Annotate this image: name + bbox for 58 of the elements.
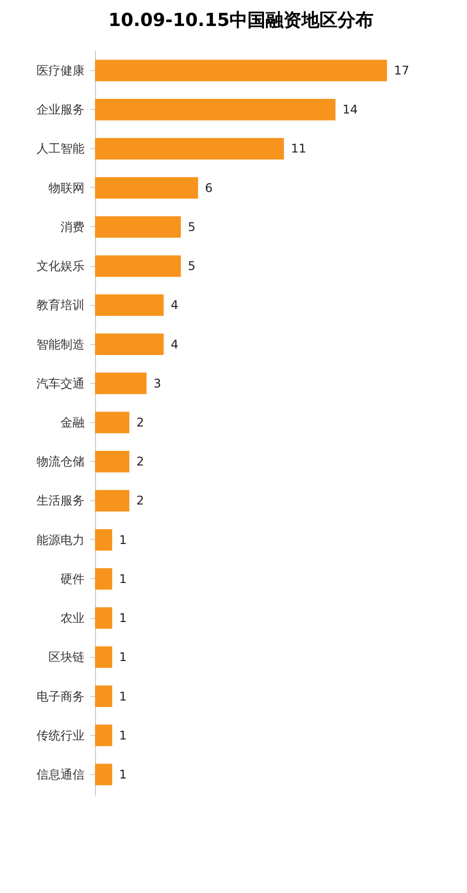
data-label: 14 [342,102,358,117]
y-tick-label: 物联网 [48,180,84,195]
bar [95,216,181,238]
chart-title: 10.09-10.15中国融资地区分布 [108,10,374,31]
y-tick-label: 电子商务 [36,689,84,704]
y-tick-label: 金融 [60,416,84,430]
bar [95,98,336,120]
data-label: 11 [290,142,306,156]
bar [95,372,147,394]
bar [95,764,112,786]
bar [95,138,284,160]
y-tick-label: 文化娱乐 [36,259,84,274]
data-label: 1 [119,650,127,664]
bar [95,412,130,434]
data-label: 5 [188,259,196,274]
data-label: 1 [119,532,127,547]
data-label: 5 [188,220,196,234]
data-label: 1 [119,572,127,586]
bar [95,490,130,512]
y-tick-label: 区块链 [48,650,84,664]
bar [95,255,181,277]
y-tick-label: 智能制造 [36,337,84,352]
data-label: 1 [119,611,127,626]
data-label: 6 [205,180,213,195]
data-label: 2 [136,416,144,430]
data-label: 1 [119,728,127,742]
y-tick-label: 物流仓储 [36,454,84,469]
data-label: 1 [119,767,127,782]
bar [95,686,112,708]
y-tick-label: 信息通信 [36,767,84,782]
bar [95,334,164,356]
data-label: 1 [119,689,127,704]
y-tick-label: 传统行业 [36,728,84,742]
bar [95,529,112,551]
y-tick-label: 硬件 [60,572,84,586]
data-label: 4 [170,337,178,352]
bar [95,60,387,82]
y-tick-label: 教育培训 [36,298,84,312]
data-label: 3 [154,376,162,390]
y-tick-label: 医疗健康 [36,64,84,78]
data-label: 2 [136,454,144,469]
y-tick-label: 生活服务 [36,494,84,508]
data-label: 4 [170,298,178,312]
bar [95,450,130,472]
bar [95,646,112,668]
y-tick-label: 企业服务 [36,102,84,117]
y-tick-label: 汽车交通 [36,376,84,390]
y-tick-label: 消费 [60,220,84,234]
y-tick-label: 能源电力 [36,532,84,547]
bar [95,568,112,590]
data-label: 17 [394,64,410,78]
bar [95,294,164,316]
bar [95,607,112,629]
bar [95,177,198,199]
y-tick-label: 人工智能 [36,142,84,156]
bar [95,724,112,746]
data-label: 2 [136,494,144,508]
y-tick-label: 农业 [60,611,84,626]
